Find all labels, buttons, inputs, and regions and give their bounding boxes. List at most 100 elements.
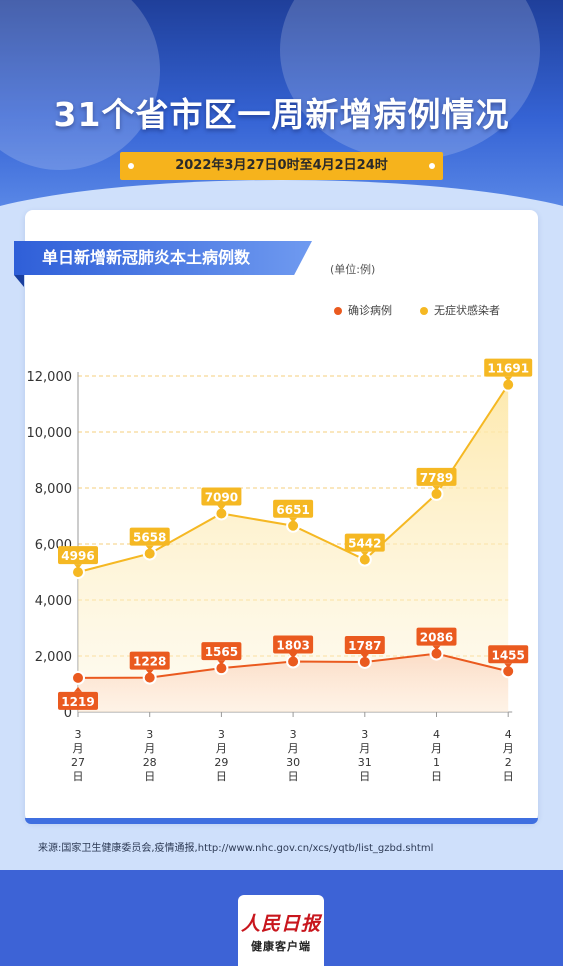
data-label-pointer bbox=[289, 517, 298, 523]
x-tick-label-line: 日 bbox=[216, 770, 227, 783]
data-label-box bbox=[201, 642, 242, 661]
data-label: 7789 bbox=[420, 471, 453, 485]
chart-banner: 单日新增新冠肺炎本土病例数 bbox=[14, 241, 312, 275]
x-tick-label-line: 日 bbox=[503, 770, 514, 783]
data-label-box bbox=[129, 651, 170, 670]
x-tick-label-line: 月 bbox=[503, 742, 514, 755]
x-tick-label-line: 日 bbox=[144, 770, 155, 783]
legend-item-confirmed: 确诊病例 bbox=[334, 302, 392, 318]
unit-label: (单位:例) bbox=[330, 263, 376, 276]
data-label: 2086 bbox=[420, 631, 453, 645]
x-tick-label-line: 4 bbox=[433, 728, 440, 741]
data-label-box bbox=[273, 635, 314, 654]
y-tick-label: 12,000 bbox=[27, 370, 73, 385]
data-label: 5658 bbox=[133, 531, 166, 545]
legend-dot-icon bbox=[420, 307, 428, 315]
x-tick-label-line: 月 bbox=[359, 742, 370, 755]
x-tick-label-line: 27 bbox=[71, 756, 85, 769]
data-label-pointer bbox=[504, 663, 513, 669]
data-label-box bbox=[344, 533, 385, 552]
x-tick-label: 3 月 27 日 bbox=[71, 728, 85, 783]
x-tick-label-line: 2 bbox=[505, 756, 512, 769]
date-range-text: 2022年3月27日0时至4月2日24时 bbox=[175, 158, 388, 173]
data-label: 6651 bbox=[276, 503, 309, 517]
data-label-pointer bbox=[360, 551, 369, 557]
y-tick-label: 8,000 bbox=[35, 482, 72, 497]
x-tick-label-line: 月 bbox=[431, 742, 442, 755]
data-point bbox=[71, 670, 85, 685]
data-label: 4996 bbox=[61, 549, 94, 563]
logo-brand: 人民日报 bbox=[240, 913, 321, 935]
data-label-box bbox=[488, 645, 529, 664]
x-tick-label-line: 日 bbox=[73, 770, 84, 783]
data-label-pointer bbox=[360, 653, 369, 659]
card-underline bbox=[25, 818, 538, 824]
x-tick-label-line: 月 bbox=[288, 742, 299, 755]
data-label-box bbox=[416, 627, 457, 646]
logo-subtitle: 健康客户端 bbox=[251, 940, 311, 953]
data-label-box bbox=[58, 691, 98, 710]
x-tick-label-line: 30 bbox=[286, 756, 300, 769]
x-tick-label: 3 月 29 日 bbox=[214, 728, 228, 783]
logo: 人民日报 健康客户端 bbox=[238, 895, 324, 966]
date-range-bar: 2022年3月27日0时至4月2日24时 bbox=[120, 152, 443, 180]
data-label-pointer bbox=[145, 669, 154, 675]
legend-item-asymptomatic: 无症状感染者 bbox=[420, 302, 500, 318]
x-tick-label-line: 3 bbox=[361, 728, 368, 741]
source-note: 来源:国家卫生健康委员会,疫情通报,http://www.nhc.gov.cn/… bbox=[38, 843, 434, 854]
x-tick-label: 3 月 30 日 bbox=[286, 728, 300, 783]
data-label: 1787 bbox=[348, 639, 381, 653]
dot-icon bbox=[128, 163, 134, 169]
legend-label: 无症状感染者 bbox=[434, 304, 500, 317]
x-tick-label-line: 日 bbox=[431, 770, 442, 783]
data-label: 7090 bbox=[205, 490, 238, 504]
data-label-box bbox=[273, 499, 314, 518]
x-tick-label-line: 3 bbox=[146, 728, 153, 741]
x-tick-label-line: 29 bbox=[214, 756, 228, 769]
x-tick-label: 3 月 31 日 bbox=[358, 728, 372, 783]
banner-fold bbox=[14, 275, 24, 287]
x-tick-label-line: 月 bbox=[144, 742, 155, 755]
x-tick-label: 3 月 28 日 bbox=[143, 728, 157, 783]
x-tick-label-line: 月 bbox=[73, 742, 84, 755]
data-label: 1803 bbox=[276, 639, 309, 653]
data-label: 1565 bbox=[205, 645, 238, 659]
data-label-box bbox=[58, 546, 98, 565]
x-tick-label-line: 28 bbox=[143, 756, 157, 769]
x-tick-label-line: 31 bbox=[358, 756, 372, 769]
y-tick-label: 0 bbox=[64, 706, 72, 721]
data-label-box bbox=[416, 467, 457, 486]
y-tick-label: 4,000 bbox=[35, 594, 72, 609]
x-tick-label-line: 3 bbox=[75, 728, 82, 741]
data-label-pointer bbox=[432, 645, 441, 651]
dot-icon bbox=[429, 163, 435, 169]
data-label-pointer bbox=[432, 485, 441, 491]
series-area-confirmed bbox=[78, 653, 509, 712]
series-area-asymptomatic bbox=[78, 384, 509, 712]
data-label: 1455 bbox=[491, 648, 524, 662]
x-tick-label-line: 1 bbox=[433, 756, 440, 769]
x-tick-label-line: 3 bbox=[218, 728, 225, 741]
data-label-pointer bbox=[74, 564, 82, 570]
page-title: 31个省市区一周新增病例情况 bbox=[53, 95, 510, 134]
data-label-pointer bbox=[145, 545, 154, 551]
data-label-box bbox=[201, 487, 242, 506]
data-label-box bbox=[484, 358, 533, 377]
x-tick-label-line: 日 bbox=[288, 770, 299, 783]
legend-dot-icon bbox=[334, 307, 342, 315]
data-label-box bbox=[129, 527, 170, 546]
x-tick-label-line: 月 bbox=[216, 742, 227, 755]
data-label: 11691 bbox=[487, 362, 529, 376]
data-label-pointer bbox=[217, 505, 226, 511]
data-label-box bbox=[344, 635, 385, 654]
data-label-pointer bbox=[504, 376, 513, 382]
header-background bbox=[0, 0, 563, 215]
data-label: 1228 bbox=[133, 655, 166, 669]
data-label-pointer bbox=[289, 653, 298, 659]
data-label-pointer bbox=[217, 660, 226, 666]
x-tick-label-line: 日 bbox=[359, 770, 370, 783]
data-label: 5442 bbox=[348, 537, 381, 551]
